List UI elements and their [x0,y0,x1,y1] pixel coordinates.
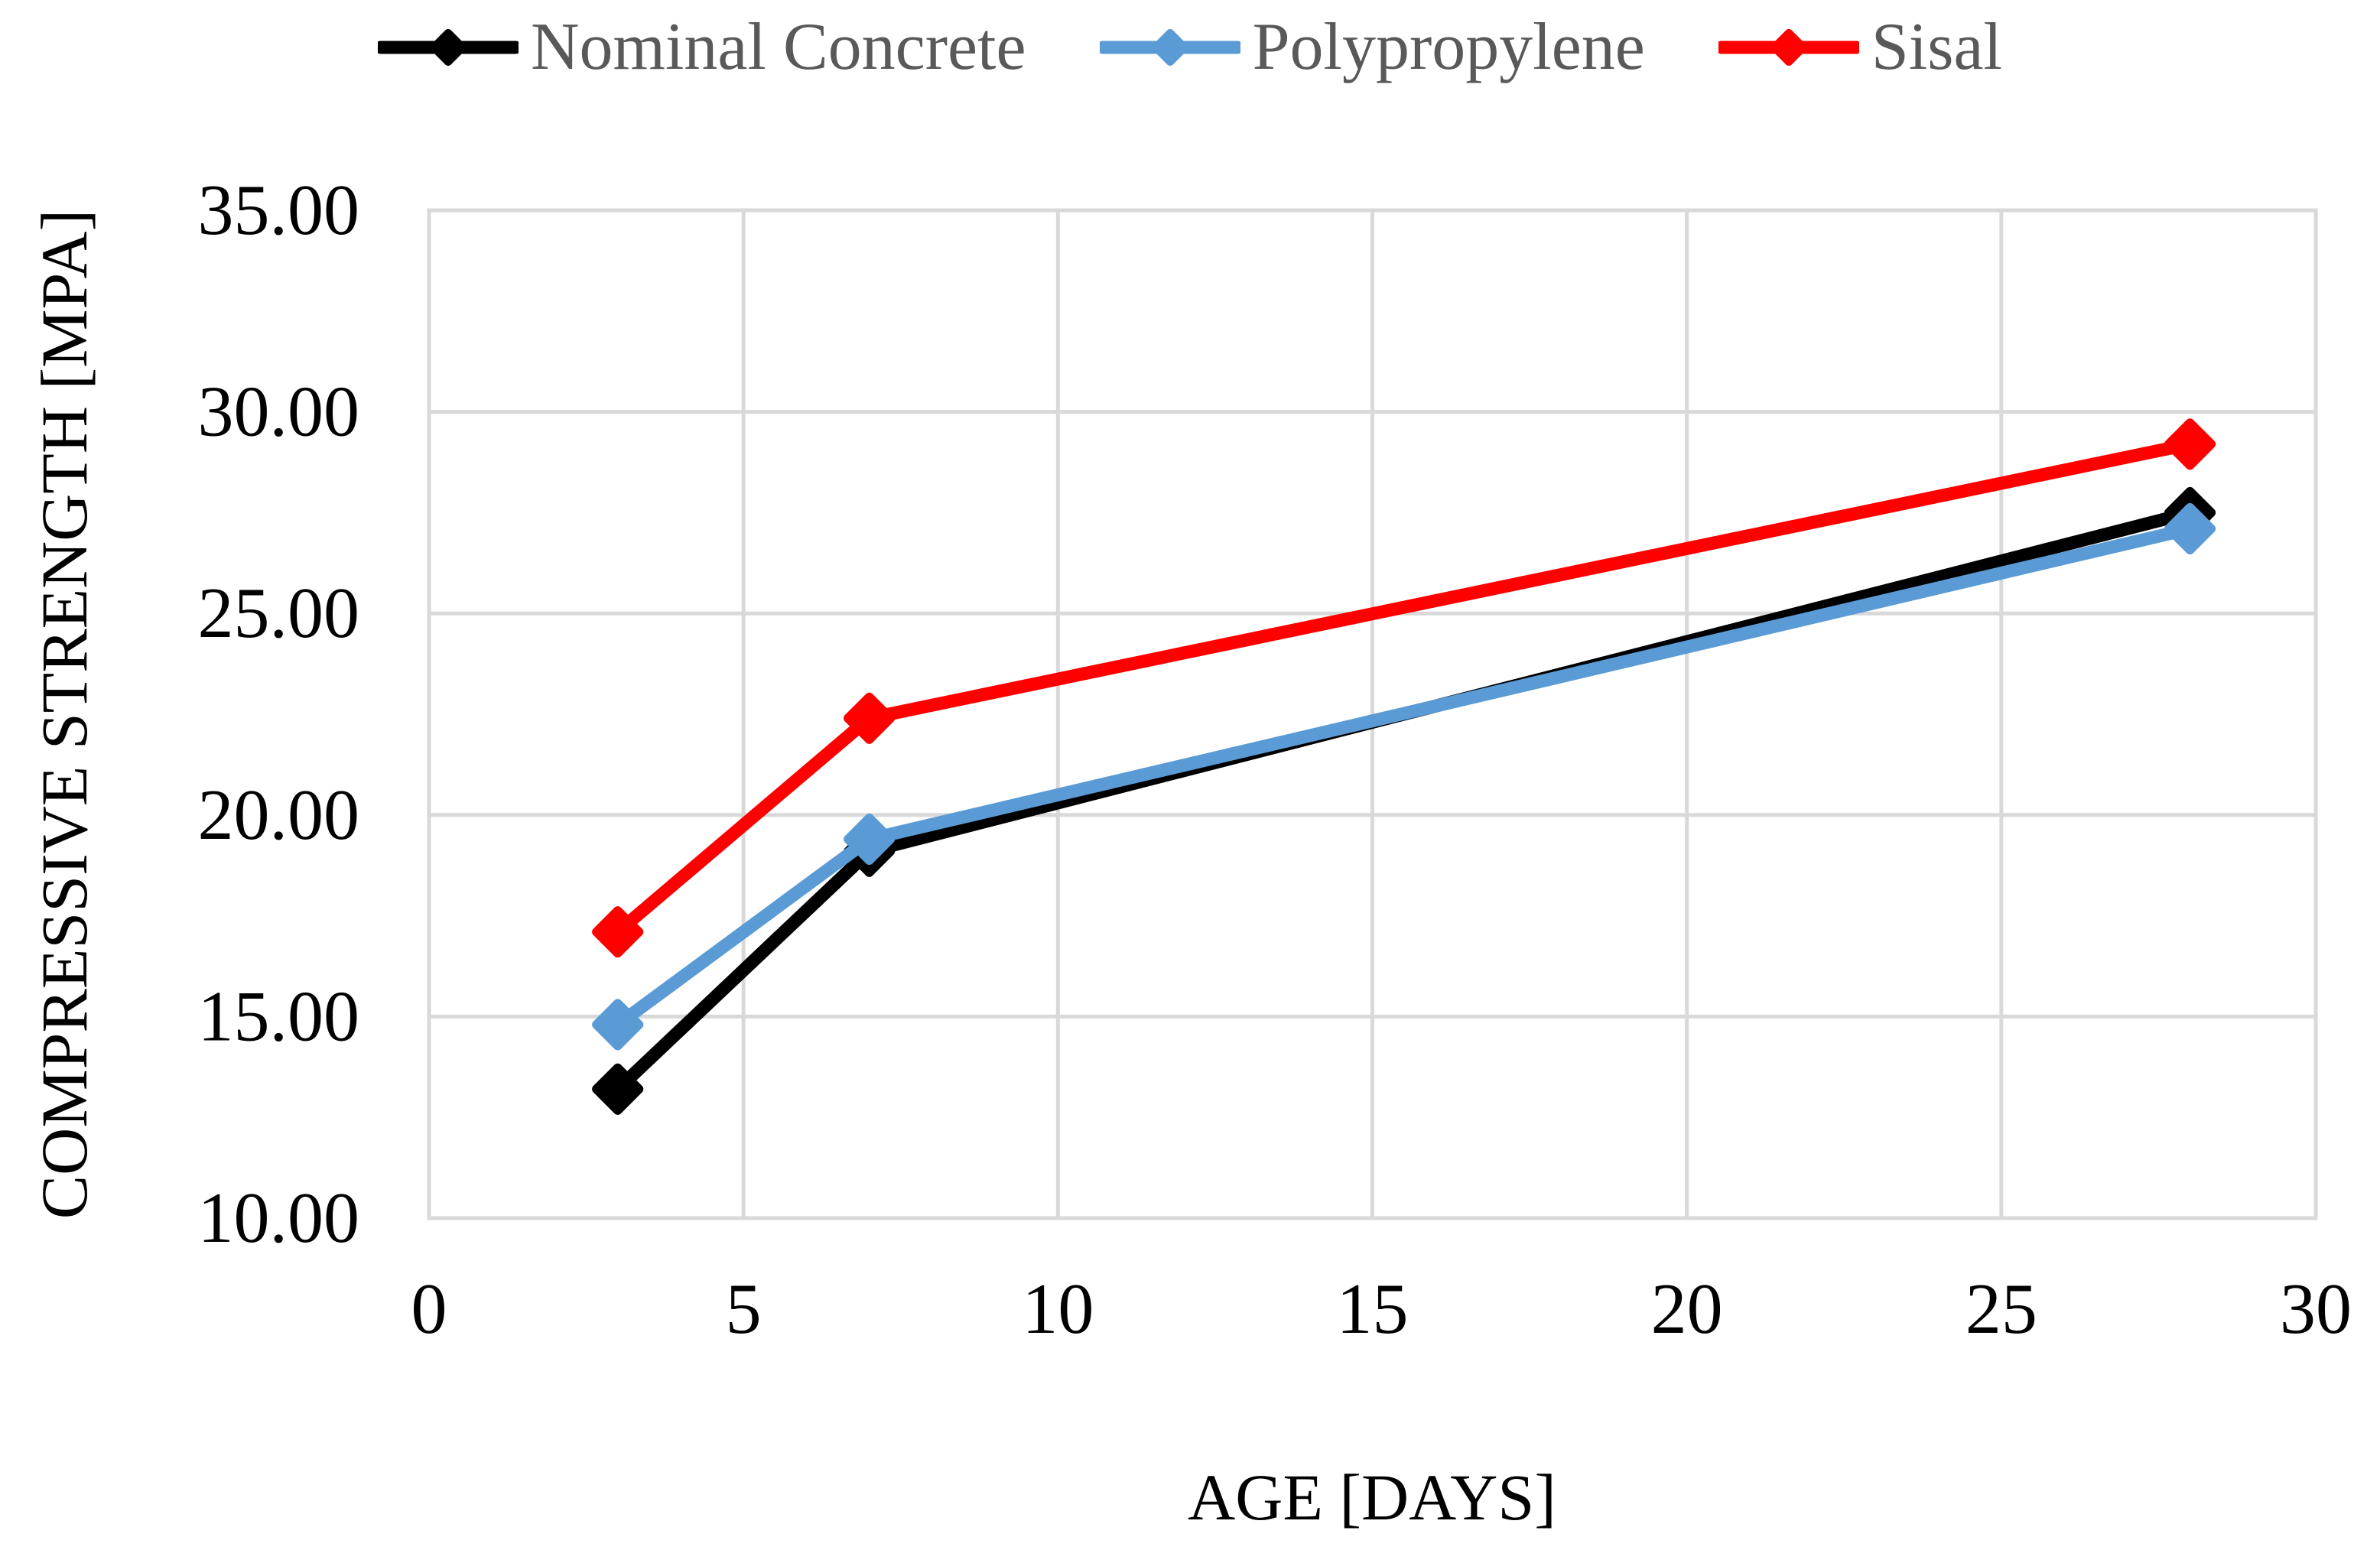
legend-item-polypropylene: Polypropylene [1099,10,1645,84]
plot-border [427,208,2318,1220]
y-tick-label: 10.00 [198,1178,360,1258]
data-point-polypropylene-day28 [2164,502,2216,555]
legend-label: Nominal Concrete [530,10,1026,84]
y-tick-label: 35.00 [198,171,360,250]
series-line-nominal-concrete [611,505,2197,1096]
data-point-nominal-concrete-day3 [592,1063,644,1115]
x-tick-label: 15 [1337,1269,1409,1349]
legend-line-diamond-icon [377,28,519,67]
legend-label: Polypropylene [1252,10,1645,84]
data-point-sisal-day3 [592,906,644,958]
y-axis-title: COMPRESSIVE STRENGTH [MPA] [28,209,101,1220]
legend-item-nominal-concrete: Nominal Concrete [377,10,1026,84]
legend-item-sisal: Sisal [1718,14,2002,81]
chart-legend: Nominal Concrete Polypropylene Sisal [0,14,2380,81]
x-tick-label: 10 [1022,1269,1094,1349]
data-point-polypropylene-day7 [844,813,896,866]
x-tick-label: 30 [2280,1269,2352,1349]
y-tick-label: 30.00 [198,372,360,452]
data-point-polypropylene-day3 [592,999,644,1051]
x-tick-label: 5 [726,1269,762,1349]
legend-diamond [1151,28,1188,67]
x-tick-label: 0 [411,1269,447,1349]
legend-diamond [429,28,467,67]
x-axis-title: AGE [DAYS] [1188,1461,1556,1534]
legend-line-diamond-icon [1718,28,1859,67]
legend-line-diamond-icon [1099,28,1240,67]
data-point-sisal-day7 [844,692,896,744]
data-point-sisal-day28 [2164,418,2216,470]
x-tick-label: 25 [1965,1269,2037,1349]
y-tick-label: 20.00 [198,775,360,855]
y-tick-label: 15.00 [198,976,360,1056]
x-tick-label: 20 [1651,1269,1723,1349]
legend-diamond [1770,28,1807,67]
legend-label: Sisal [1871,10,2002,84]
y-tick-label: 25.00 [198,574,360,653]
